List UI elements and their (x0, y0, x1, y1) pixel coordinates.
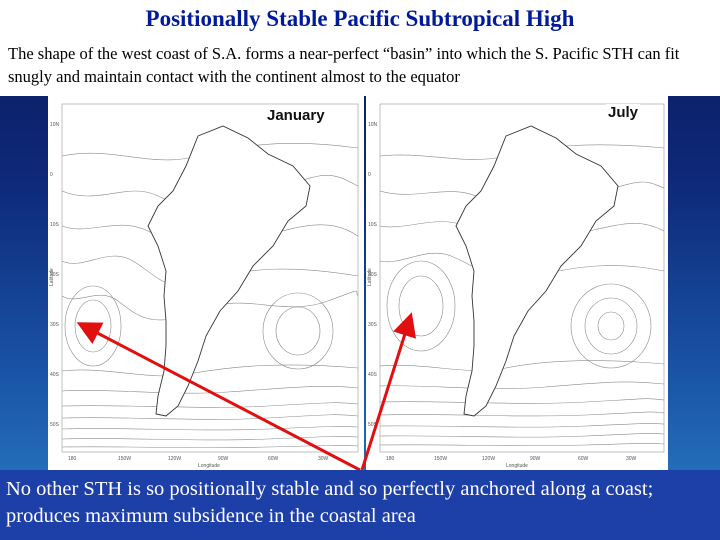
july-x-axis-label: Longitude (506, 463, 528, 469)
january-y-axis-label: Latitude (49, 268, 55, 286)
isobar-lines (379, 144, 665, 447)
svg-text:90W: 90W (530, 456, 541, 462)
january-map: 10N 0 10S 20S 30S 40S 50S 180 150W 120W 90W 60W… (48, 96, 364, 470)
svg-text:10S: 10S (368, 222, 378, 228)
svg-text:10S: 10S (50, 222, 60, 228)
svg-text:50S: 50S (368, 422, 378, 428)
svg-text:10N: 10N (368, 122, 378, 128)
svg-text:30S: 30S (368, 322, 378, 328)
south-america-coastline (455, 125, 619, 417)
january-map-figure: 10N 0 10S 20S 30S 40S 50S 180 150W 120W 90W 60W… (48, 96, 364, 470)
svg-text:60W: 60W (578, 456, 589, 462)
svg-text:40S: 40S (50, 372, 60, 378)
svg-text:180: 180 (68, 456, 77, 462)
svg-text:0: 0 (50, 172, 53, 178)
title-band (0, 0, 720, 40)
intro-text: The shape of the west coast of S.A. form… (0, 40, 720, 96)
svg-text:10N: 10N (50, 122, 60, 128)
svg-text:120W: 120W (168, 456, 181, 462)
slide-title: Positionally Stable Pacific Subtropical … (145, 6, 575, 31)
svg-text:20S: 20S (368, 272, 378, 278)
july-map: 10N 0 10S 20S 30S 40S 50S 180 150W 120W 90W 60W… (366, 96, 668, 470)
svg-text:90W: 90W (218, 456, 229, 462)
svg-text:120W: 120W (482, 456, 495, 462)
july-map-figure: 10N 0 10S 20S 30S 40S 50S 180 150W 120W 90W 60W… (366, 96, 668, 470)
svg-text:180: 180 (386, 456, 395, 462)
svg-text:150W: 150W (434, 456, 447, 462)
january-label: January (265, 107, 327, 124)
svg-text:150W: 150W (118, 456, 131, 462)
july-label: July (606, 104, 641, 121)
svg-text:40S: 40S (368, 372, 378, 378)
svg-text:20S: 20S (50, 272, 60, 278)
svg-text:30S: 30S (50, 322, 60, 328)
svg-text:50S: 50S (50, 422, 60, 428)
svg-text:30W: 30W (318, 456, 329, 462)
footer-text: No other STH is so positionally stable a… (0, 470, 720, 540)
svg-text:60W: 60W (268, 456, 279, 462)
svg-text:30W: 30W (626, 456, 637, 462)
svg-text:0: 0 (368, 172, 371, 178)
january-x-axis-label: Longitude (198, 463, 220, 469)
july-y-axis-label: Latitude (367, 268, 373, 286)
